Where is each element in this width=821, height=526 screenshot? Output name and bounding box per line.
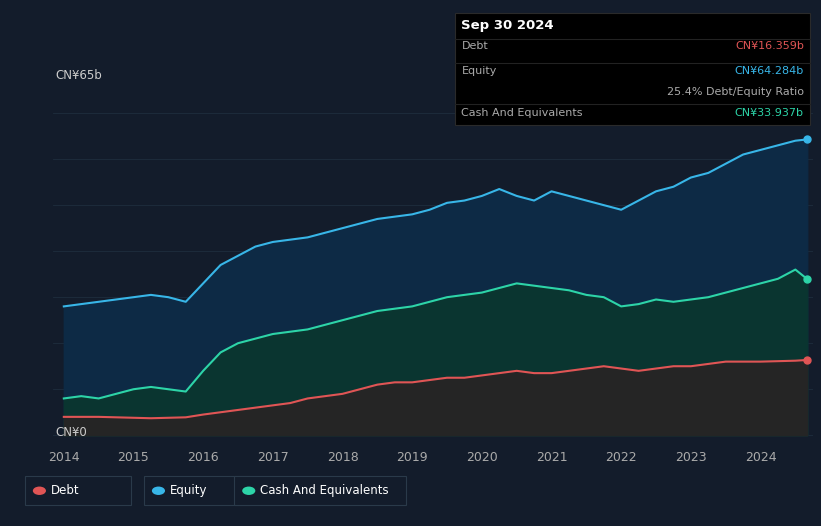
Text: Debt: Debt [461, 41, 488, 50]
Point [800, 275, 814, 284]
Text: CN¥16.359b: CN¥16.359b [735, 41, 804, 50]
Text: CN¥65b: CN¥65b [56, 68, 103, 82]
Text: Cash And Equivalents: Cash And Equivalents [461, 108, 583, 118]
Text: Debt: Debt [51, 484, 80, 497]
Point [800, 356, 814, 364]
Text: Sep 30 2024: Sep 30 2024 [461, 19, 554, 32]
Text: CN¥0: CN¥0 [56, 426, 88, 439]
Text: Cash And Equivalents: Cash And Equivalents [260, 484, 389, 497]
Point [800, 135, 814, 144]
Text: Equity: Equity [170, 484, 208, 497]
Text: CN¥64.284b: CN¥64.284b [735, 66, 804, 76]
Text: 25.4% Debt/Equity Ratio: 25.4% Debt/Equity Ratio [667, 87, 804, 97]
Text: CN¥33.937b: CN¥33.937b [735, 108, 804, 118]
Text: Equity: Equity [461, 66, 497, 76]
